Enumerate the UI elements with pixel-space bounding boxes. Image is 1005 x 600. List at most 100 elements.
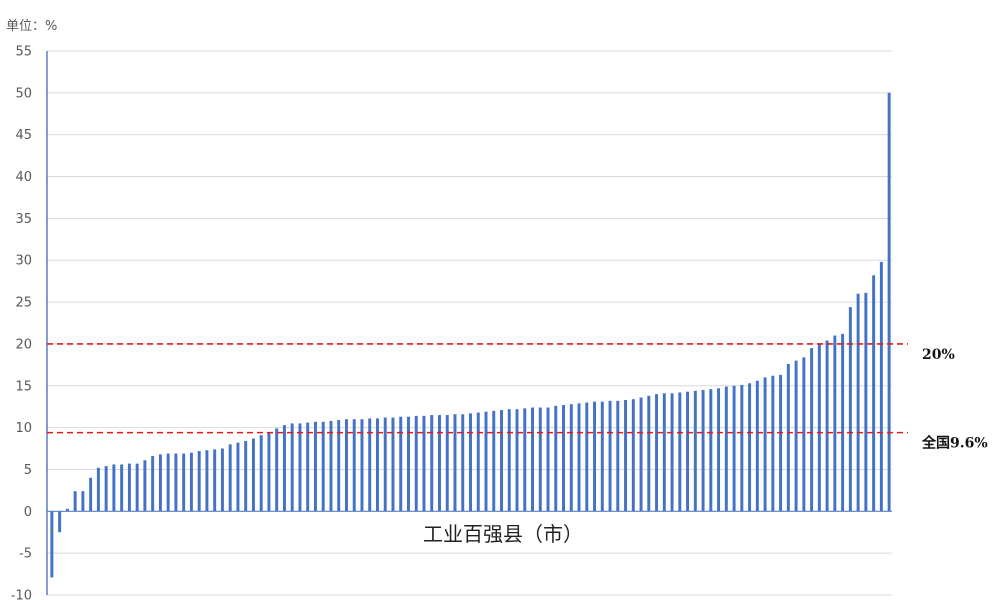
bar: [453, 414, 457, 512]
bar: [127, 463, 131, 512]
bar: [290, 423, 294, 512]
bar: [841, 333, 845, 512]
bar: [461, 414, 465, 512]
reference-line-label: 20%: [922, 347, 955, 363]
y-tick-label: 0: [24, 505, 32, 520]
bar: [608, 400, 612, 512]
bar: [825, 340, 829, 512]
bar: [624, 400, 628, 512]
bar: [593, 401, 597, 512]
bar: [717, 388, 721, 512]
bar: [500, 410, 503, 512]
bar: [515, 409, 519, 512]
bar: [794, 360, 798, 512]
bar: [492, 410, 496, 512]
bar: [220, 448, 224, 512]
bar: [50, 511, 54, 578]
bar: [244, 441, 248, 512]
bar: [833, 335, 837, 512]
y-tick-label: -5: [19, 547, 32, 562]
grid-lines: [47, 50, 892, 596]
bar: [104, 466, 108, 512]
bar: [693, 390, 697, 512]
bar: [368, 418, 372, 512]
bar: [228, 444, 232, 512]
bar: [802, 357, 806, 512]
bar: [662, 393, 666, 512]
bar: [360, 419, 364, 512]
bar: [864, 292, 868, 512]
bar: [670, 393, 674, 512]
bar: [569, 404, 573, 512]
bar: [135, 463, 139, 512]
bar: [484, 411, 488, 512]
bar: [166, 453, 170, 512]
bar: [686, 391, 690, 512]
bar: [600, 401, 604, 512]
bar: [391, 417, 395, 512]
bar: [321, 421, 325, 512]
bar: [771, 375, 775, 512]
bar: [158, 454, 162, 512]
bar: [817, 343, 821, 512]
bar-series: [50, 92, 891, 578]
bar: [112, 464, 116, 512]
bar: [143, 460, 147, 512]
bar: [376, 418, 379, 512]
bar: [329, 420, 333, 512]
bar: [872, 275, 876, 512]
bar: [58, 511, 62, 533]
bar: [182, 453, 186, 512]
bar: [275, 428, 279, 512]
bar: [538, 407, 542, 512]
bar: [251, 438, 255, 512]
y-tick-label: 45: [15, 128, 32, 143]
bar: [562, 405, 565, 512]
axes: [46, 51, 892, 595]
bar: [306, 422, 310, 512]
bar: [81, 491, 85, 512]
bar: [438, 415, 441, 512]
y-tick-label: 25: [15, 296, 32, 311]
bar: [546, 407, 550, 512]
bar: [748, 383, 752, 512]
bar: [577, 403, 581, 512]
y-axis-ticks: -10 -5 0 5 10 15 20 25 30 35 40 45 50 55: [11, 45, 32, 600]
bar: [259, 435, 263, 512]
bar: [445, 415, 449, 512]
y-tick-label: 15: [15, 379, 32, 394]
bar: [337, 420, 341, 512]
bar: [89, 477, 93, 512]
bar: [585, 402, 589, 512]
bar: [151, 456, 155, 512]
bar: [639, 397, 643, 512]
bar: [655, 394, 659, 512]
bar: [174, 453, 178, 512]
bar: [352, 419, 356, 512]
y-tick-label: 5: [24, 463, 32, 478]
y-tick-label: 40: [15, 170, 32, 185]
bar: [197, 451, 201, 512]
bar: [399, 416, 403, 512]
bar: [616, 400, 620, 512]
bar: [631, 399, 635, 512]
y-tick-label: 10: [15, 421, 32, 436]
bar: [879, 261, 883, 512]
bar: [414, 415, 418, 512]
y-tick-label: -10: [11, 589, 32, 600]
bar: [344, 419, 348, 512]
bar: [267, 432, 271, 512]
bar: [407, 416, 410, 512]
bar: [65, 508, 69, 512]
bar: [709, 389, 713, 512]
bar: [282, 425, 286, 512]
reference-line-label: 全国9.6%: [921, 435, 988, 452]
reference-lines: 20% 全国9.6%: [47, 343, 988, 452]
bar: [786, 364, 790, 512]
bar: [507, 409, 511, 512]
bar: [205, 450, 209, 512]
bar: [856, 293, 860, 512]
bar: [96, 467, 100, 512]
bar: [763, 377, 767, 512]
